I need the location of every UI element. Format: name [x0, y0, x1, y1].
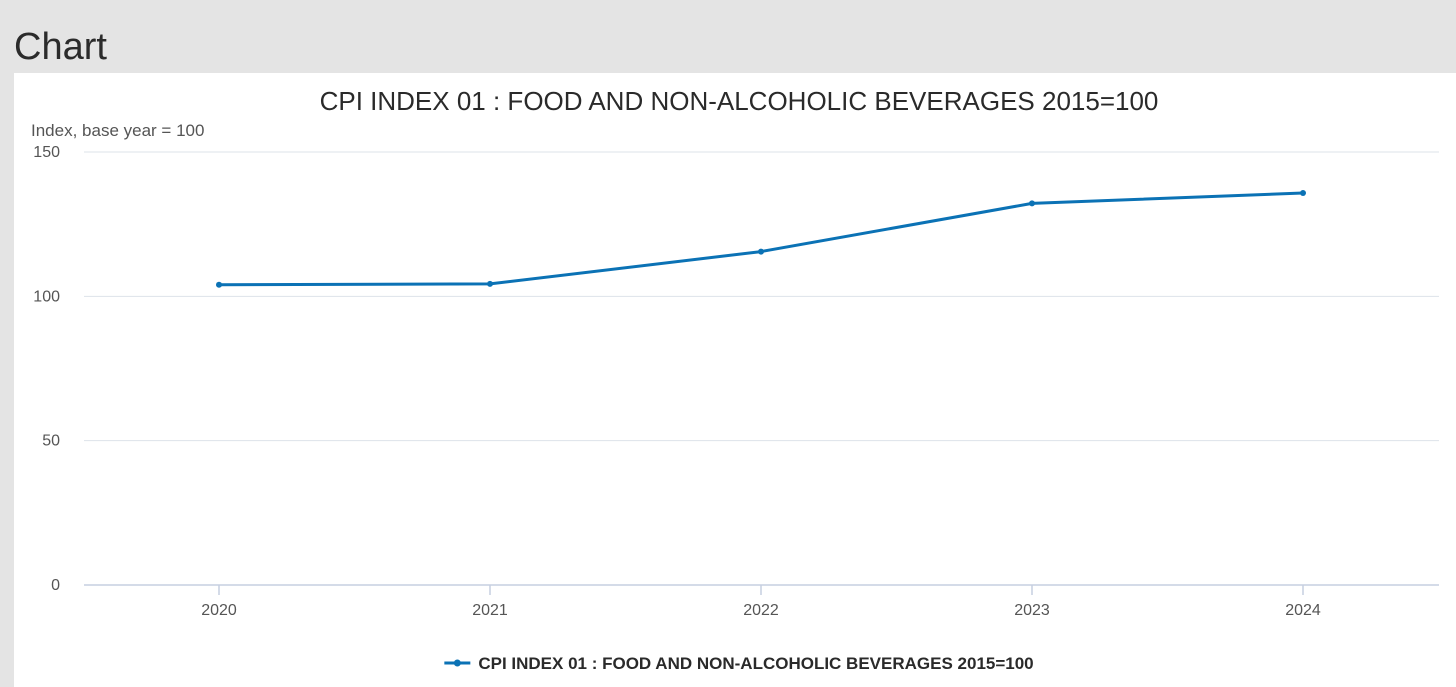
data-point	[1029, 200, 1035, 207]
x-axis-ticks: 2020 2021 2022 2023 2024	[201, 585, 1321, 619]
data-point	[1300, 189, 1306, 196]
line-chart: CPI INDEX 01 : FOOD AND NON-ALCOHOLIC BE…	[31, 86, 1439, 673]
legend-marker	[453, 659, 461, 667]
y-tick-label: 150	[33, 144, 60, 161]
x-tick-label: 2020	[201, 602, 237, 619]
series-layer	[216, 189, 1306, 288]
page-title: Chart	[14, 26, 107, 68]
y-tick-label: 0	[51, 577, 60, 594]
x-tick-label: 2022	[743, 602, 779, 619]
x-tick-label: 2024	[1285, 602, 1321, 619]
legend[interactable]: CPI INDEX 01 : FOOD AND NON-ALCOHOLIC BE…	[444, 654, 1034, 673]
data-point	[487, 280, 493, 287]
legend-label: CPI INDEX 01 : FOOD AND NON-ALCOHOLIC BE…	[478, 654, 1033, 673]
y-axis-unit-label: Index, base year = 100	[31, 121, 204, 140]
chart-panel: CPI INDEX 01 : FOOD AND NON-ALCOHOLIC BE…	[14, 73, 1456, 687]
y-tick-label: 50	[42, 433, 60, 450]
gridlines	[84, 151, 1439, 586]
y-axis-ticks: 0 50 100 150	[33, 144, 60, 594]
x-tick-label: 2023	[1014, 602, 1050, 619]
x-tick-label: 2021	[472, 602, 508, 619]
series-line	[218, 191, 1304, 287]
y-tick-label: 100	[33, 288, 60, 305]
data-point	[216, 281, 222, 288]
chart-title: CPI INDEX 01 : FOOD AND NON-ALCOHOLIC BE…	[320, 86, 1159, 116]
data-point	[758, 248, 764, 255]
